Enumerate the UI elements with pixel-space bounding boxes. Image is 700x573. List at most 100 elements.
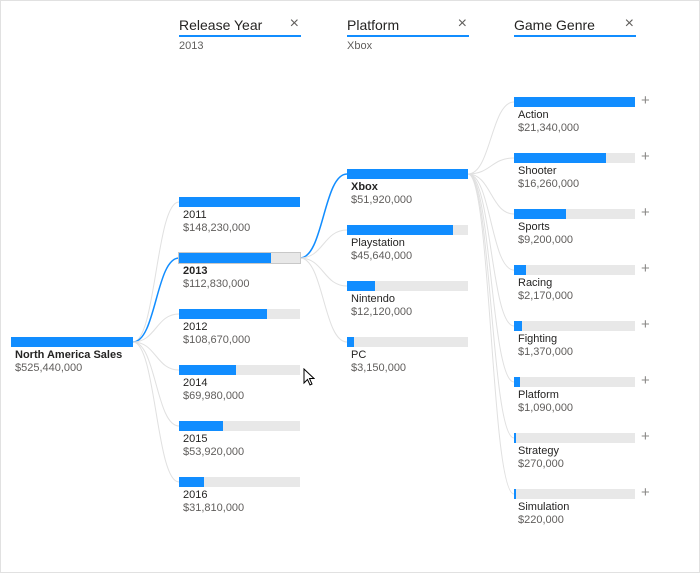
- bar-fill: [514, 377, 520, 387]
- node-label: 2015: [183, 433, 208, 445]
- node-value: $53,920,000: [183, 446, 245, 458]
- close-icon[interactable]: ×: [457, 15, 467, 32]
- bar-track: [514, 433, 635, 443]
- bar-track: [179, 365, 300, 375]
- node-value: $1,370,000: [518, 346, 574, 358]
- plus-icon[interactable]: +: [641, 260, 650, 277]
- link: [467, 173, 515, 383]
- bar-fill: [514, 489, 516, 499]
- bar-track: [514, 321, 635, 331]
- close-icon[interactable]: ×: [624, 15, 634, 32]
- active-link: [132, 257, 180, 343]
- plus-icon[interactable]: +: [641, 372, 650, 389]
- node-value: $51,920,000: [351, 194, 413, 206]
- bar-track: [514, 153, 635, 163]
- plus-icon[interactable]: +: [641, 92, 650, 109]
- link: [132, 201, 180, 343]
- level-title-release-year: Release Year: [179, 17, 263, 33]
- node-value: $69,980,000: [183, 390, 245, 402]
- node-value: $21,340,000: [518, 122, 580, 134]
- node-label: Playstation: [351, 237, 405, 249]
- close-icon[interactable]: ×: [289, 15, 299, 32]
- bar-track: [514, 97, 635, 107]
- link: [467, 157, 515, 175]
- bar-track: [514, 377, 635, 387]
- node-label: Sports: [518, 221, 550, 233]
- link: [467, 173, 515, 327]
- link: [132, 313, 180, 343]
- plus-icon[interactable]: +: [641, 428, 650, 445]
- bar-fill: [514, 209, 566, 219]
- bar-track: [347, 169, 468, 179]
- node-label: 2013: [183, 265, 208, 277]
- node-label: Platform: [518, 389, 559, 401]
- node-label: PC: [351, 349, 367, 361]
- bar-track: [179, 421, 300, 431]
- node-label: Racing: [518, 277, 553, 289]
- level-title-game-genre: Game Genre: [514, 17, 595, 33]
- bar-fill: [179, 477, 204, 487]
- node-value: $2,170,000: [518, 290, 574, 302]
- node-value: $270,000: [518, 458, 564, 470]
- node-value: $31,810,000: [183, 502, 245, 514]
- plus-icon[interactable]: +: [641, 204, 650, 221]
- node-label: Action: [518, 109, 549, 121]
- level-underline: [179, 35, 301, 37]
- link: [467, 173, 515, 495]
- bar-fill: [347, 337, 354, 347]
- level-underline: [514, 35, 636, 37]
- plus-icon[interactable]: +: [641, 148, 650, 165]
- plus-icon[interactable]: +: [641, 316, 650, 333]
- cursor-icon: [303, 368, 315, 386]
- bar-fill: [514, 433, 516, 443]
- bar-track: [514, 209, 635, 219]
- link: [132, 341, 180, 371]
- node-value: $45,640,000: [351, 250, 413, 262]
- link: [467, 173, 515, 271]
- bar-track: [347, 225, 468, 235]
- node-value: $16,260,000: [518, 178, 580, 190]
- node-label: Nintendo: [351, 293, 396, 305]
- level-underline: [347, 35, 469, 37]
- bar-fill: [514, 153, 606, 163]
- bar-track: [178, 252, 301, 264]
- link: [132, 341, 180, 483]
- node-label: 2014: [183, 377, 208, 389]
- bar-track: [514, 265, 635, 275]
- link: [467, 173, 515, 215]
- bar-track: [179, 197, 300, 207]
- bar-fill: [179, 309, 267, 319]
- bar-track: [179, 477, 300, 487]
- level-title-platform: Platform: [347, 17, 400, 33]
- node-value: $220,000: [518, 514, 564, 526]
- active-link: [299, 173, 348, 259]
- bar-fill: [179, 365, 236, 375]
- node-label: 2012: [183, 321, 208, 333]
- bar-fill: [514, 321, 522, 331]
- link: [299, 229, 348, 259]
- bar-fill: [347, 169, 468, 179]
- level-selection-release-year: 2013: [179, 40, 204, 52]
- root-value: $525,440,000: [15, 362, 83, 374]
- bar-fill: [179, 253, 271, 263]
- plus-icon[interactable]: +: [641, 484, 650, 501]
- root-bar-track: [11, 337, 133, 347]
- bar-track: [179, 309, 300, 319]
- bar-track: [347, 281, 468, 291]
- node-label: 2016: [183, 489, 208, 501]
- link: [299, 257, 348, 287]
- link: [467, 173, 515, 439]
- node-label: Fighting: [518, 333, 558, 345]
- link: [132, 341, 180, 427]
- link: [467, 101, 515, 175]
- node-value: $112,830,000: [183, 278, 250, 290]
- bar-fill: [347, 225, 453, 235]
- node-value: $1,090,000: [518, 402, 574, 414]
- node-label: Simulation: [518, 501, 570, 513]
- node-label: Shooter: [518, 165, 557, 177]
- bar-fill: [514, 265, 526, 275]
- bar-fill: [347, 281, 375, 291]
- node-value: $148,230,000: [183, 222, 251, 234]
- level-selection-platform: Xbox: [347, 40, 373, 52]
- bar-track: [514, 489, 635, 499]
